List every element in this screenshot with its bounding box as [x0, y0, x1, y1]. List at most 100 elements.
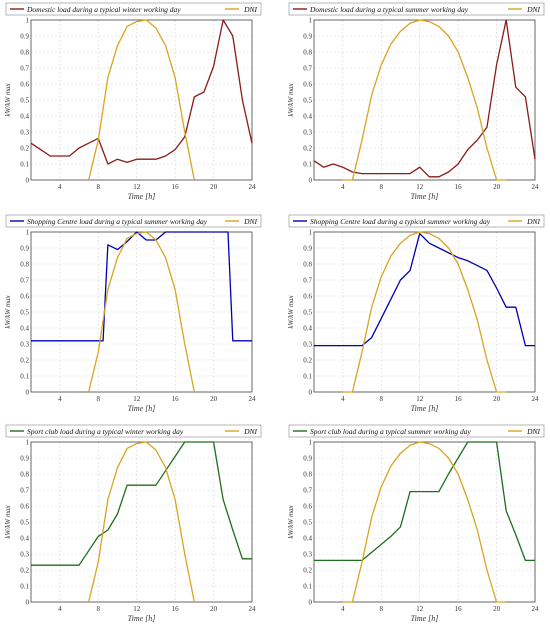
chart-panel: 4 8 12 16 20 24 0 0.1 0.2 0.3 0.4 0.5 0.6 0.7 0.8 0.9 1 T… — [0, 212, 267, 418]
x-tick-label: 12 — [416, 183, 424, 191]
legend-label-load: Domestic load during a typical summer wo… — [309, 5, 469, 14]
x-tick-label: 16 — [455, 605, 463, 613]
y-axis-label: kW/kW max — [287, 294, 295, 328]
x-tick-label: 16 — [172, 395, 180, 403]
x-tick-label: 24 — [532, 183, 540, 191]
line-chart: 4 8 12 16 20 24 0 0.1 0.2 0.3 0.4 0.5 0.6 0.7 0.8 0.9 1 T… — [4, 2, 262, 201]
legend-label-dni: DNI — [526, 427, 540, 436]
y-axis-label: kW/kW max — [287, 504, 295, 538]
dni-series-line — [342, 231, 507, 393]
x-tick-label: 24 — [249, 183, 257, 191]
y-tick-label: 0.1 — [303, 583, 312, 591]
x-tick-label: 20 — [493, 183, 501, 191]
y-tick-label: 0.6 — [20, 81, 29, 89]
legend-label-load: Sport club load during a typical summer … — [310, 427, 471, 436]
x-tick-label: 20 — [493, 395, 501, 403]
y-tick-label: 0.6 — [303, 503, 312, 511]
x-tick-label: 4 — [58, 183, 62, 191]
y-tick-label: 0.2 — [20, 357, 29, 365]
y-tick-label: 0.5 — [20, 309, 29, 317]
y-tick-label: 0.3 — [303, 341, 312, 349]
y-tick-label: 0.7 — [303, 65, 312, 73]
y-tick-label: 0.9 — [20, 245, 29, 253]
x-tick-label: 16 — [455, 395, 463, 403]
legend-label-load: Shopping Centre load during a typical su… — [310, 217, 491, 226]
y-tick-label: 0.2 — [303, 145, 312, 153]
load-series-line — [314, 232, 535, 347]
y-tick-label: 0.6 — [303, 293, 312, 301]
y-tick-label: 0.4 — [303, 325, 312, 333]
y-tick-label: 1 — [309, 17, 313, 25]
y-tick-label: 0.9 — [303, 33, 312, 41]
x-tick-label: 8 — [97, 395, 101, 403]
line-chart: 4 8 12 16 20 24 0 0.1 0.2 0.3 0.4 0.5 0.6 0.7 0.8 0.9 1 T… — [4, 214, 262, 413]
x-tick-label: 24 — [249, 395, 257, 403]
x-tick-label: 12 — [133, 605, 141, 613]
x-tick-label: 8 — [380, 395, 384, 403]
x-tick-label: 4 — [341, 395, 345, 403]
y-axis-label: kW/kW max — [4, 82, 12, 116]
legend-box — [5, 2, 262, 16]
line-chart: 4 8 12 16 20 24 0 0.1 0.2 0.3 0.4 0.5 0.6 0.7 0.8 0.9 1 T… — [287, 2, 545, 201]
y-tick-label: 0.3 — [20, 341, 29, 349]
y-tick-label: 0.8 — [303, 49, 312, 57]
x-axis-label: Time [h] — [128, 404, 156, 413]
chart-panel: 4 8 12 16 20 24 0 0.1 0.2 0.3 0.4 0.5 0.6 0.7 0.8 0.9 1 T… — [0, 422, 267, 628]
x-tick-label: 24 — [249, 605, 257, 613]
legend-box — [288, 214, 545, 228]
y-tick-label: 0.9 — [20, 455, 29, 463]
y-tick-label: 0.4 — [20, 113, 29, 121]
dni-series-line — [88, 231, 195, 393]
legend-label-dni: DNI — [526, 217, 540, 226]
x-tick-label: 16 — [455, 183, 463, 191]
x-axis-label: Time [h] — [411, 192, 439, 201]
plot-frame — [30, 19, 253, 181]
x-tick-label: 20 — [210, 183, 218, 191]
legend-label-load: Domestic load during a typical winter wo… — [26, 5, 181, 14]
legend-box — [5, 214, 262, 228]
y-tick-label: 0.8 — [303, 471, 312, 479]
x-tick-label: 12 — [416, 605, 424, 613]
y-tick-label: 0.3 — [20, 551, 29, 559]
x-tick-label: 12 — [416, 395, 424, 403]
x-tick-label: 20 — [493, 605, 501, 613]
y-tick-label: 0.7 — [303, 277, 312, 285]
y-axis-label: kW/kW max — [4, 294, 12, 328]
x-tick-label: 8 — [97, 183, 101, 191]
y-tick-label: 0.1 — [20, 583, 29, 591]
y-tick-label: 0.2 — [20, 145, 29, 153]
y-tick-label: 0.5 — [20, 519, 29, 527]
y-tick-label: 1 — [26, 439, 30, 447]
y-tick-label: 0.7 — [20, 487, 29, 495]
y-tick-label: 0.5 — [303, 309, 312, 317]
x-tick-label: 4 — [58, 605, 62, 613]
y-tick-label: 0.7 — [20, 65, 29, 73]
y-tick-label: 0 — [309, 177, 313, 185]
y-axis-label: kW/kW max — [287, 82, 295, 116]
plot-frame — [30, 231, 253, 393]
x-tick-label: 4 — [341, 605, 345, 613]
load-series-line — [30, 19, 253, 165]
x-tick-label: 8 — [380, 183, 384, 191]
y-tick-label: 0.1 — [20, 373, 29, 381]
plot-frame — [313, 231, 536, 393]
y-tick-label: 0.8 — [303, 261, 312, 269]
y-tick-label: 0 — [26, 177, 30, 185]
y-tick-label: 0.2 — [303, 567, 312, 575]
chart-panel: 4 8 12 16 20 24 0 0.1 0.2 0.3 0.4 0.5 0.6 0.7 0.8 0.9 1 T… — [0, 0, 267, 206]
chart-panel: 4 8 12 16 20 24 0 0.1 0.2 0.3 0.4 0.5 0.6 0.7 0.8 0.9 1 T… — [283, 0, 550, 206]
y-tick-label: 0.8 — [20, 471, 29, 479]
y-tick-label: 0.7 — [20, 277, 29, 285]
x-tick-label: 20 — [210, 395, 218, 403]
y-tick-label: 0.1 — [303, 161, 312, 169]
y-tick-label: 0.7 — [303, 487, 312, 495]
dni-series-line — [342, 441, 507, 603]
y-tick-label: 0.1 — [20, 161, 29, 169]
load-series-line — [31, 441, 252, 566]
load-series-line — [31, 231, 252, 342]
y-tick-label: 0.4 — [20, 535, 29, 543]
line-chart: 4 8 12 16 20 24 0 0.1 0.2 0.3 0.4 0.5 0.6 0.7 0.8 0.9 1 T… — [287, 214, 545, 413]
y-tick-label: 0.2 — [303, 357, 312, 365]
y-tick-label: 0.4 — [303, 535, 312, 543]
